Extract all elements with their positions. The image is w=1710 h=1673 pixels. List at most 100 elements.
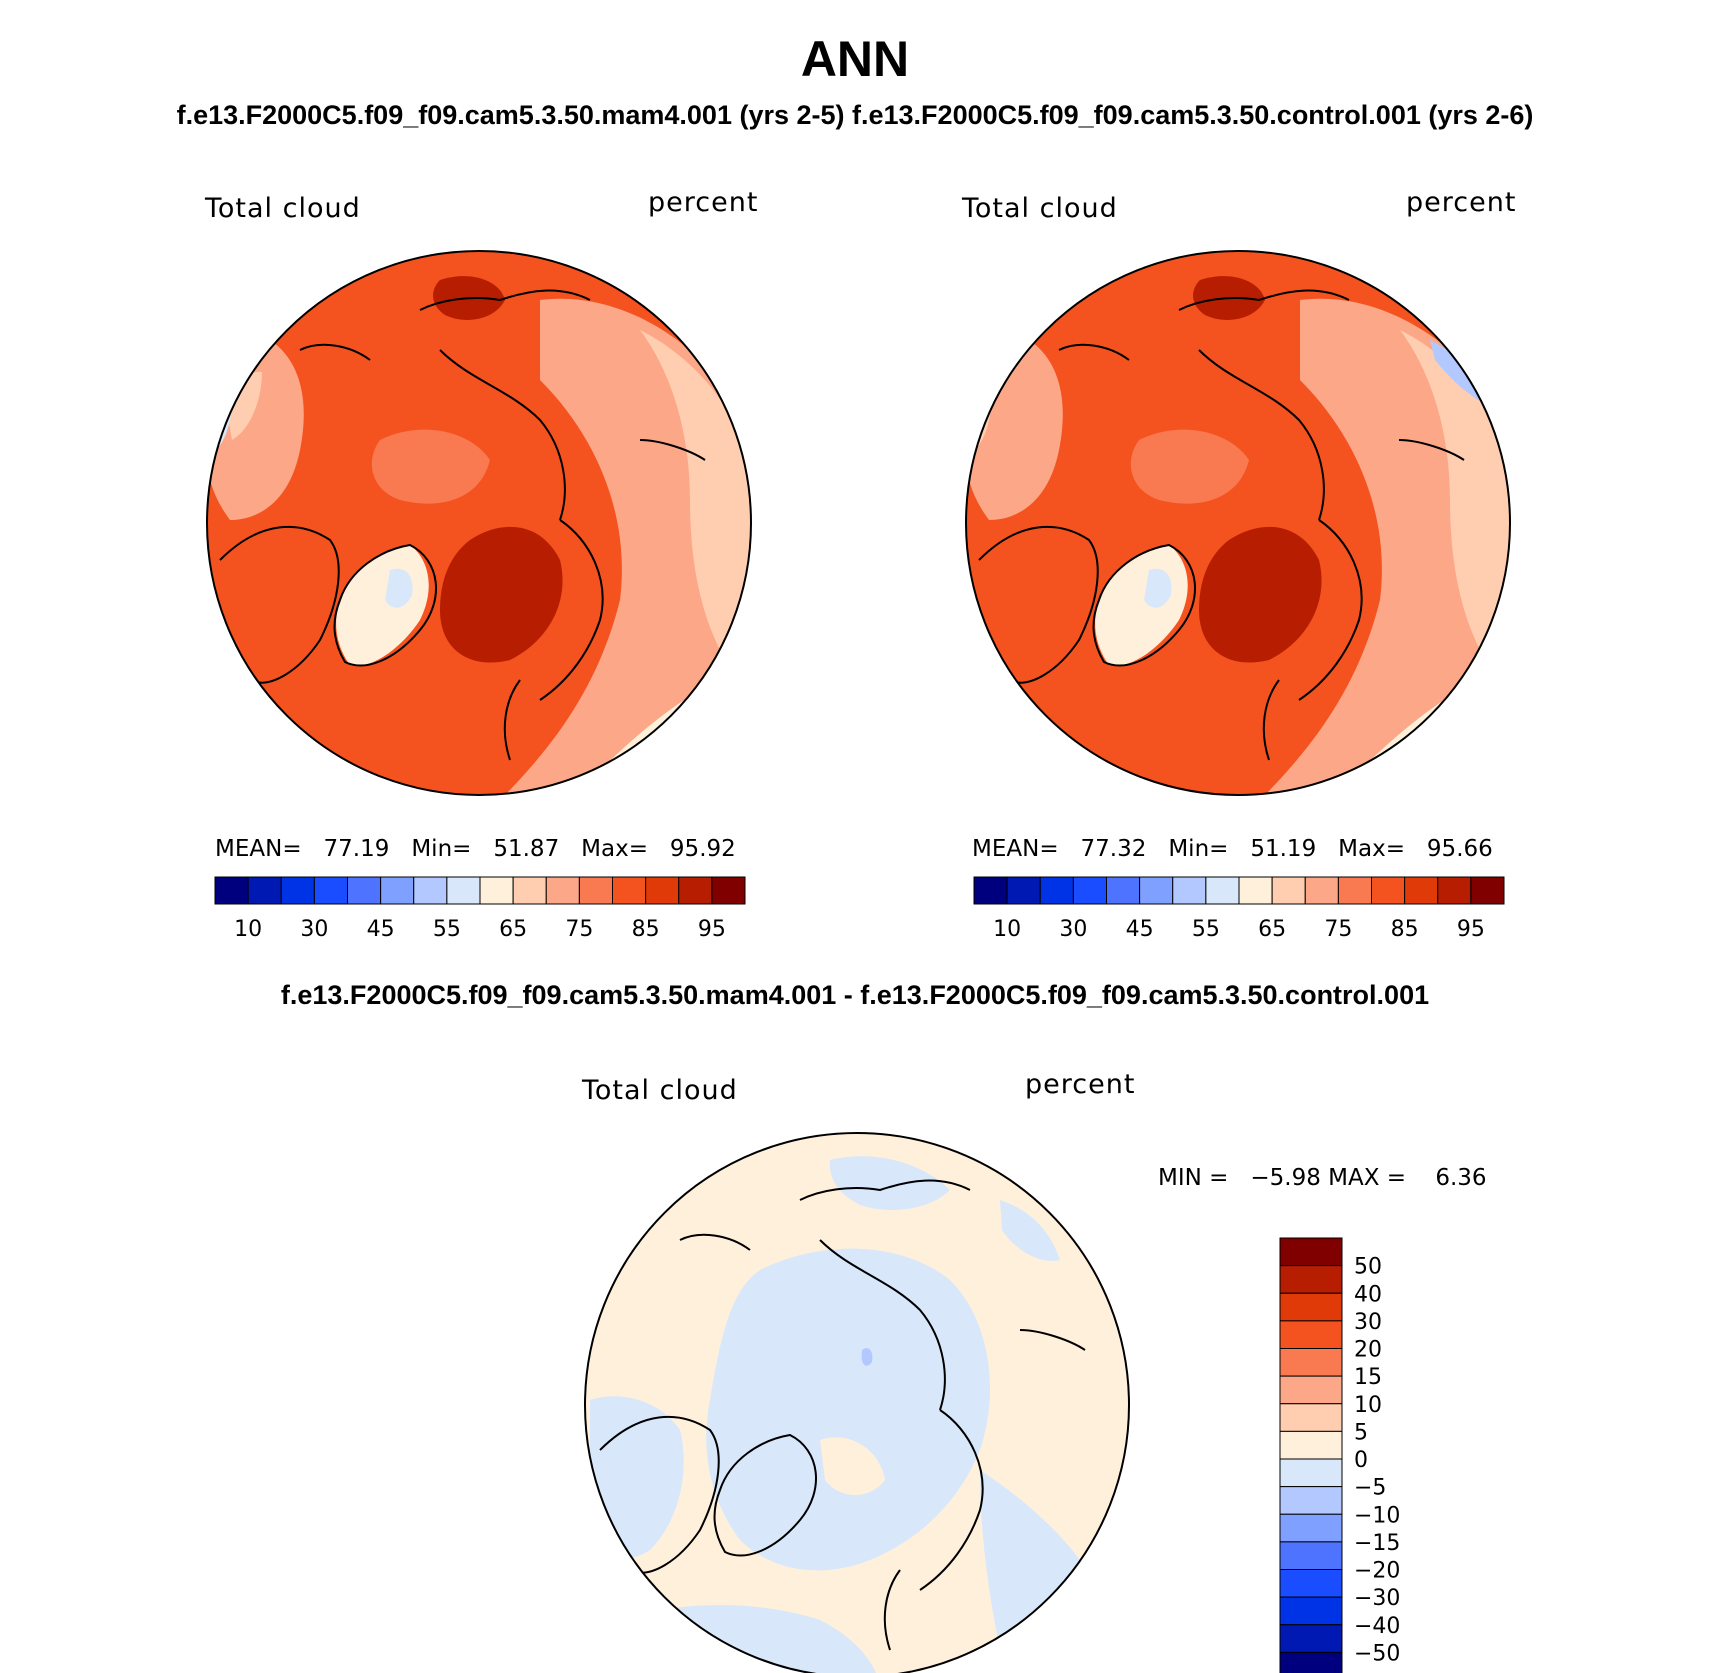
- diff-colorbar-tick-label: 20: [1354, 1338, 1382, 1363]
- panel2-colorbar-box: [1437, 876, 1472, 905]
- diff-colorbar-tick-label: 30: [1354, 1310, 1382, 1335]
- plot-subtitle: f.e13.F2000C5.f09_f09.cam5.3.50.mam4.001…: [176, 100, 1534, 130]
- panel1-colorbar-box: [578, 876, 613, 905]
- panel1-colorbar-box: [313, 876, 348, 905]
- panel1-colorbar-box: [711, 876, 746, 905]
- panel1-max-label: Max=: [581, 836, 648, 862]
- diff-colorbar-box: [1279, 1651, 1343, 1673]
- diff-units-label: percent: [1025, 1069, 1136, 1100]
- diff-colorbar-tick-label: −10: [1354, 1503, 1400, 1528]
- panel1-max-value: 95.92: [669, 836, 736, 862]
- diff-colorbar-box: [1279, 1486, 1343, 1515]
- diff-map-border: [584, 1132, 1130, 1673]
- panel2-colorbar-tick-label: 30: [1059, 917, 1087, 942]
- panel2-colorbar-box: [1371, 876, 1406, 905]
- panel1-colorbar-box: [380, 876, 415, 905]
- panel1-variable-label: Total cloud: [205, 193, 361, 224]
- panel2-colorbar-tick-label: 85: [1391, 917, 1419, 942]
- panel2-colorbar-box: [1072, 876, 1107, 905]
- diff-colorbar-tick-label: −15: [1354, 1531, 1400, 1556]
- panel1-colorbar-tick-label: 10: [234, 917, 262, 942]
- panel1-colorbar-tick-label: 30: [300, 917, 328, 942]
- diff-colorbar-tick-label: 15: [1354, 1365, 1382, 1390]
- panel2-map-border: [965, 250, 1511, 796]
- panel1-colorbar-box: [545, 876, 580, 905]
- diff-colorbar-tick-label: 5: [1354, 1420, 1368, 1445]
- diff-title: f.e13.F2000C5.f09_f09.cam5.3.50.mam4.001…: [280, 980, 1430, 1010]
- panel1-stats: MEAN= 77.19 Min= 51.87 Max= 95.92: [215, 836, 736, 862]
- panel1-colorbar-box: [280, 876, 315, 905]
- panel1-colorbar-box: [512, 876, 547, 905]
- panel1-min-value: 51.87: [493, 836, 560, 862]
- panel1-mean-label: MEAN=: [215, 836, 302, 862]
- panel2-colorbar-box: [1106, 876, 1141, 905]
- panel1-mean-value: 77.19: [323, 836, 390, 862]
- panel2-mean-label: MEAN=: [972, 836, 1059, 862]
- panel1-colorbar-tick-label: 75: [565, 917, 593, 942]
- diff-colorbar-tick-label: −50: [1354, 1641, 1400, 1666]
- panel1-colorbar-tick-label: 45: [367, 917, 395, 942]
- diff-colorbar-box: [1279, 1430, 1343, 1460]
- panel2-max-label: Max=: [1338, 836, 1405, 862]
- diff-colorbar-tick-label: −30: [1354, 1586, 1400, 1611]
- panel1-colorbar-box: [214, 876, 249, 905]
- diff-colorbar-box: [1279, 1458, 1343, 1488]
- panel2-stats: MEAN= 77.32 Min= 51.19 Max= 95.66: [972, 836, 1493, 862]
- panel2-mean-value: 77.32: [1080, 836, 1147, 862]
- panel1-colorbar-box: [446, 876, 481, 905]
- panel2-colorbar-box: [1205, 876, 1240, 905]
- diff-colorbar-box: [1279, 1624, 1343, 1653]
- diff-colorbar-box: [1279, 1541, 1343, 1570]
- diff-colorbar-box: [1279, 1403, 1343, 1432]
- panel2-colorbar-box: [1006, 876, 1041, 905]
- panel1-colorbar-tick-label: 95: [698, 917, 726, 942]
- diff-colorbar-box: [1279, 1375, 1343, 1405]
- diff-colorbar-box: [1279, 1320, 1343, 1349]
- diff-colorbar-box: [1279, 1237, 1343, 1267]
- panel1-colorbar-tick-label: 65: [499, 917, 527, 942]
- panel2-colorbar-tick-label: 55: [1192, 917, 1220, 942]
- diff-colorbar-tick-label: 0: [1354, 1448, 1368, 1473]
- panel2-colorbar-box: [1039, 876, 1074, 905]
- diff-colorbar-tick-label: −20: [1354, 1559, 1400, 1584]
- panel1-colorbar-box: [347, 876, 382, 905]
- diff-colorbar-box: [1279, 1569, 1343, 1598]
- panel2-colorbar-tick-label: 10: [993, 917, 1021, 942]
- panel2-min-label: Min=: [1168, 836, 1229, 862]
- diff-colorbar-box: [1279, 1265, 1343, 1294]
- diff-colorbar-tick-label: −40: [1354, 1614, 1400, 1639]
- panel2-colorbar-box: [1304, 876, 1339, 905]
- panel1-colorbar-box: [678, 876, 713, 905]
- panel2-colorbar-box: [1404, 876, 1439, 905]
- diff-max-label: MAX =: [1328, 1165, 1407, 1191]
- panel2-map: [966, 251, 1510, 795]
- panel1-colorbar-box: [479, 876, 514, 905]
- panel2-colorbar-tick-label: 45: [1126, 917, 1154, 942]
- panel1-units-label: percent: [648, 187, 759, 218]
- panel2-colorbar-box: [1470, 876, 1505, 905]
- panel2-min-value: 51.19: [1250, 836, 1317, 862]
- diff-colorbar-tick-label: 40: [1354, 1282, 1382, 1307]
- diff-min-label: MIN =: [1158, 1165, 1229, 1191]
- panel2-colorbar-tick-label: 95: [1457, 917, 1485, 942]
- panel1-colorbar-box: [413, 876, 448, 905]
- panel1-colorbar: 10 30 45 55 65 75 85 95: [214, 876, 746, 942]
- panel1-colorbar-box: [247, 876, 282, 905]
- diff-map: [585, 1133, 1129, 1673]
- diff-colorbar-box: [1279, 1596, 1343, 1626]
- panel1-colorbar-tick-label: 55: [433, 917, 461, 942]
- diff-colorbar-box: [1279, 1292, 1343, 1322]
- panel2-colorbar-box: [1337, 876, 1372, 905]
- diff-colorbar-box: [1279, 1348, 1343, 1377]
- panel2-colorbar-box: [1271, 876, 1306, 905]
- diff-colorbar-tick-label: 10: [1354, 1393, 1382, 1418]
- panel1-map-border: [206, 250, 752, 796]
- diff-min-value: −5.98: [1250, 1165, 1321, 1191]
- diff-colorbar-tick-label: 50: [1354, 1255, 1382, 1280]
- panel2-colorbar-box: [973, 876, 1008, 905]
- diff-colorbar-tick-label: −5: [1354, 1476, 1386, 1501]
- diff-stats: MIN = −5.98 MAX = 6.36: [1158, 1165, 1487, 1191]
- panel2-colorbar-box: [1139, 876, 1174, 905]
